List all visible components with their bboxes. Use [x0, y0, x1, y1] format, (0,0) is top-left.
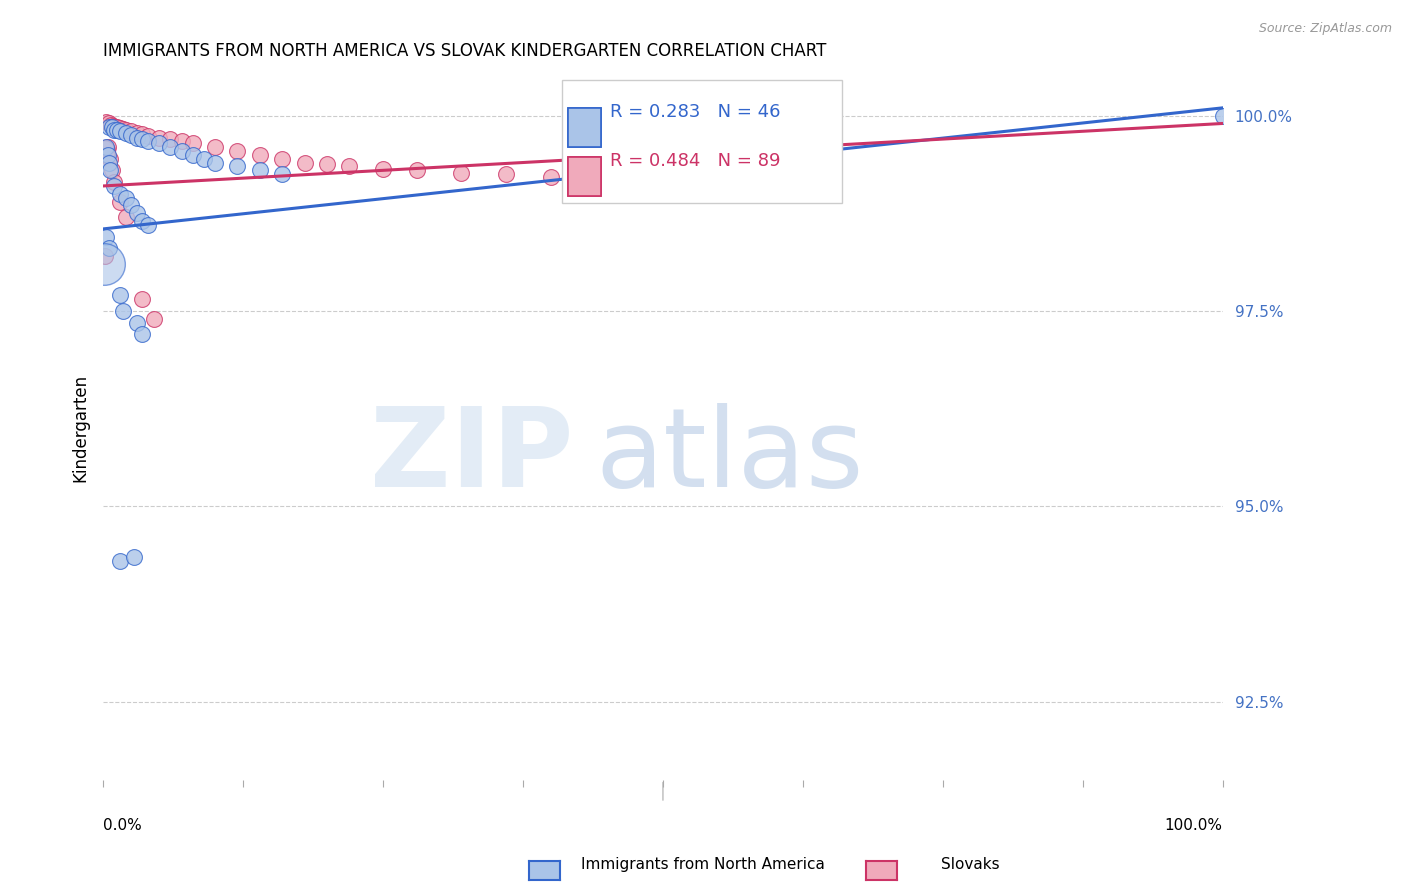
Point — [148, 130, 170, 145]
Text: Source: ZipAtlas.com: Source: ZipAtlas.com — [1258, 22, 1392, 36]
Y-axis label: Kindergarten: Kindergarten — [72, 374, 89, 483]
Point — [105, 122, 128, 136]
Point — [540, 169, 562, 184]
Point — [204, 140, 226, 154]
Point — [101, 163, 124, 178]
Point — [271, 167, 294, 181]
Point — [124, 549, 146, 564]
Point — [204, 155, 226, 169]
Point — [125, 206, 148, 220]
Point — [105, 120, 128, 135]
Point — [112, 304, 135, 318]
Point — [93, 257, 115, 271]
Text: IMMIGRANTS FROM NORTH AMERICA VS SLOVAK KINDERGARTEN CORRELATION CHART: IMMIGRANTS FROM NORTH AMERICA VS SLOVAK … — [103, 42, 827, 60]
Point — [131, 128, 153, 142]
Point — [271, 152, 294, 166]
Point — [103, 175, 125, 189]
Point — [226, 160, 249, 174]
Point — [98, 152, 121, 166]
Point — [136, 128, 159, 143]
Point — [103, 120, 125, 134]
Point — [159, 132, 181, 146]
Text: ZIP: ZIP — [370, 402, 574, 509]
Point — [142, 311, 165, 326]
Point — [96, 140, 118, 154]
Point — [108, 121, 131, 136]
Point — [131, 214, 153, 228]
Point — [193, 152, 215, 166]
Point — [159, 140, 181, 154]
Point — [136, 134, 159, 148]
Point — [97, 120, 120, 135]
Text: R = 0.283   N = 46: R = 0.283 N = 46 — [610, 103, 780, 120]
Point — [148, 136, 170, 150]
Point — [97, 147, 120, 161]
Point — [96, 229, 118, 244]
Point — [120, 198, 142, 212]
Point — [170, 144, 193, 158]
Point — [94, 249, 117, 263]
Point — [181, 147, 204, 161]
FancyBboxPatch shape — [562, 80, 842, 203]
Point — [181, 136, 204, 150]
Point — [100, 118, 122, 132]
Point — [96, 115, 118, 129]
Point — [97, 242, 120, 256]
Point — [339, 160, 361, 174]
Point — [316, 157, 339, 171]
Point — [114, 122, 136, 136]
Point — [125, 130, 148, 145]
Point — [98, 163, 121, 178]
Point — [226, 144, 249, 158]
FancyBboxPatch shape — [568, 108, 602, 147]
Text: Immigrants from North America: Immigrants from North America — [581, 857, 825, 872]
Point — [97, 116, 120, 130]
Point — [170, 134, 193, 148]
Point — [114, 210, 136, 224]
Point — [131, 327, 153, 342]
Point — [108, 124, 131, 138]
Point — [103, 119, 125, 133]
Point — [1212, 109, 1234, 123]
Point — [131, 292, 153, 306]
Point — [131, 132, 153, 146]
Point — [103, 122, 125, 136]
Point — [125, 126, 148, 140]
Point — [93, 144, 115, 158]
Point — [120, 124, 142, 138]
Point — [114, 126, 136, 140]
Text: 0.0%: 0.0% — [103, 818, 142, 833]
Text: Slovaks: Slovaks — [941, 857, 1000, 872]
Point — [103, 178, 125, 193]
Point — [136, 218, 159, 232]
Point — [249, 163, 271, 178]
Point — [495, 167, 517, 181]
Point — [101, 120, 124, 135]
Point — [108, 186, 131, 201]
Point — [120, 128, 142, 143]
FancyBboxPatch shape — [568, 158, 602, 196]
Point — [97, 140, 120, 154]
Point — [450, 166, 472, 180]
Point — [108, 194, 131, 209]
Point — [108, 288, 131, 302]
Point — [371, 161, 394, 176]
Point — [405, 163, 427, 178]
Point — [97, 155, 120, 169]
Text: R = 0.484   N = 89: R = 0.484 N = 89 — [610, 152, 780, 170]
Text: atlas: atlas — [596, 402, 865, 509]
Point — [112, 122, 135, 136]
Point — [125, 316, 148, 330]
Point — [294, 155, 316, 169]
Point — [249, 147, 271, 161]
Point — [114, 191, 136, 205]
Text: 100.0%: 100.0% — [1164, 818, 1223, 833]
Point — [108, 554, 131, 568]
